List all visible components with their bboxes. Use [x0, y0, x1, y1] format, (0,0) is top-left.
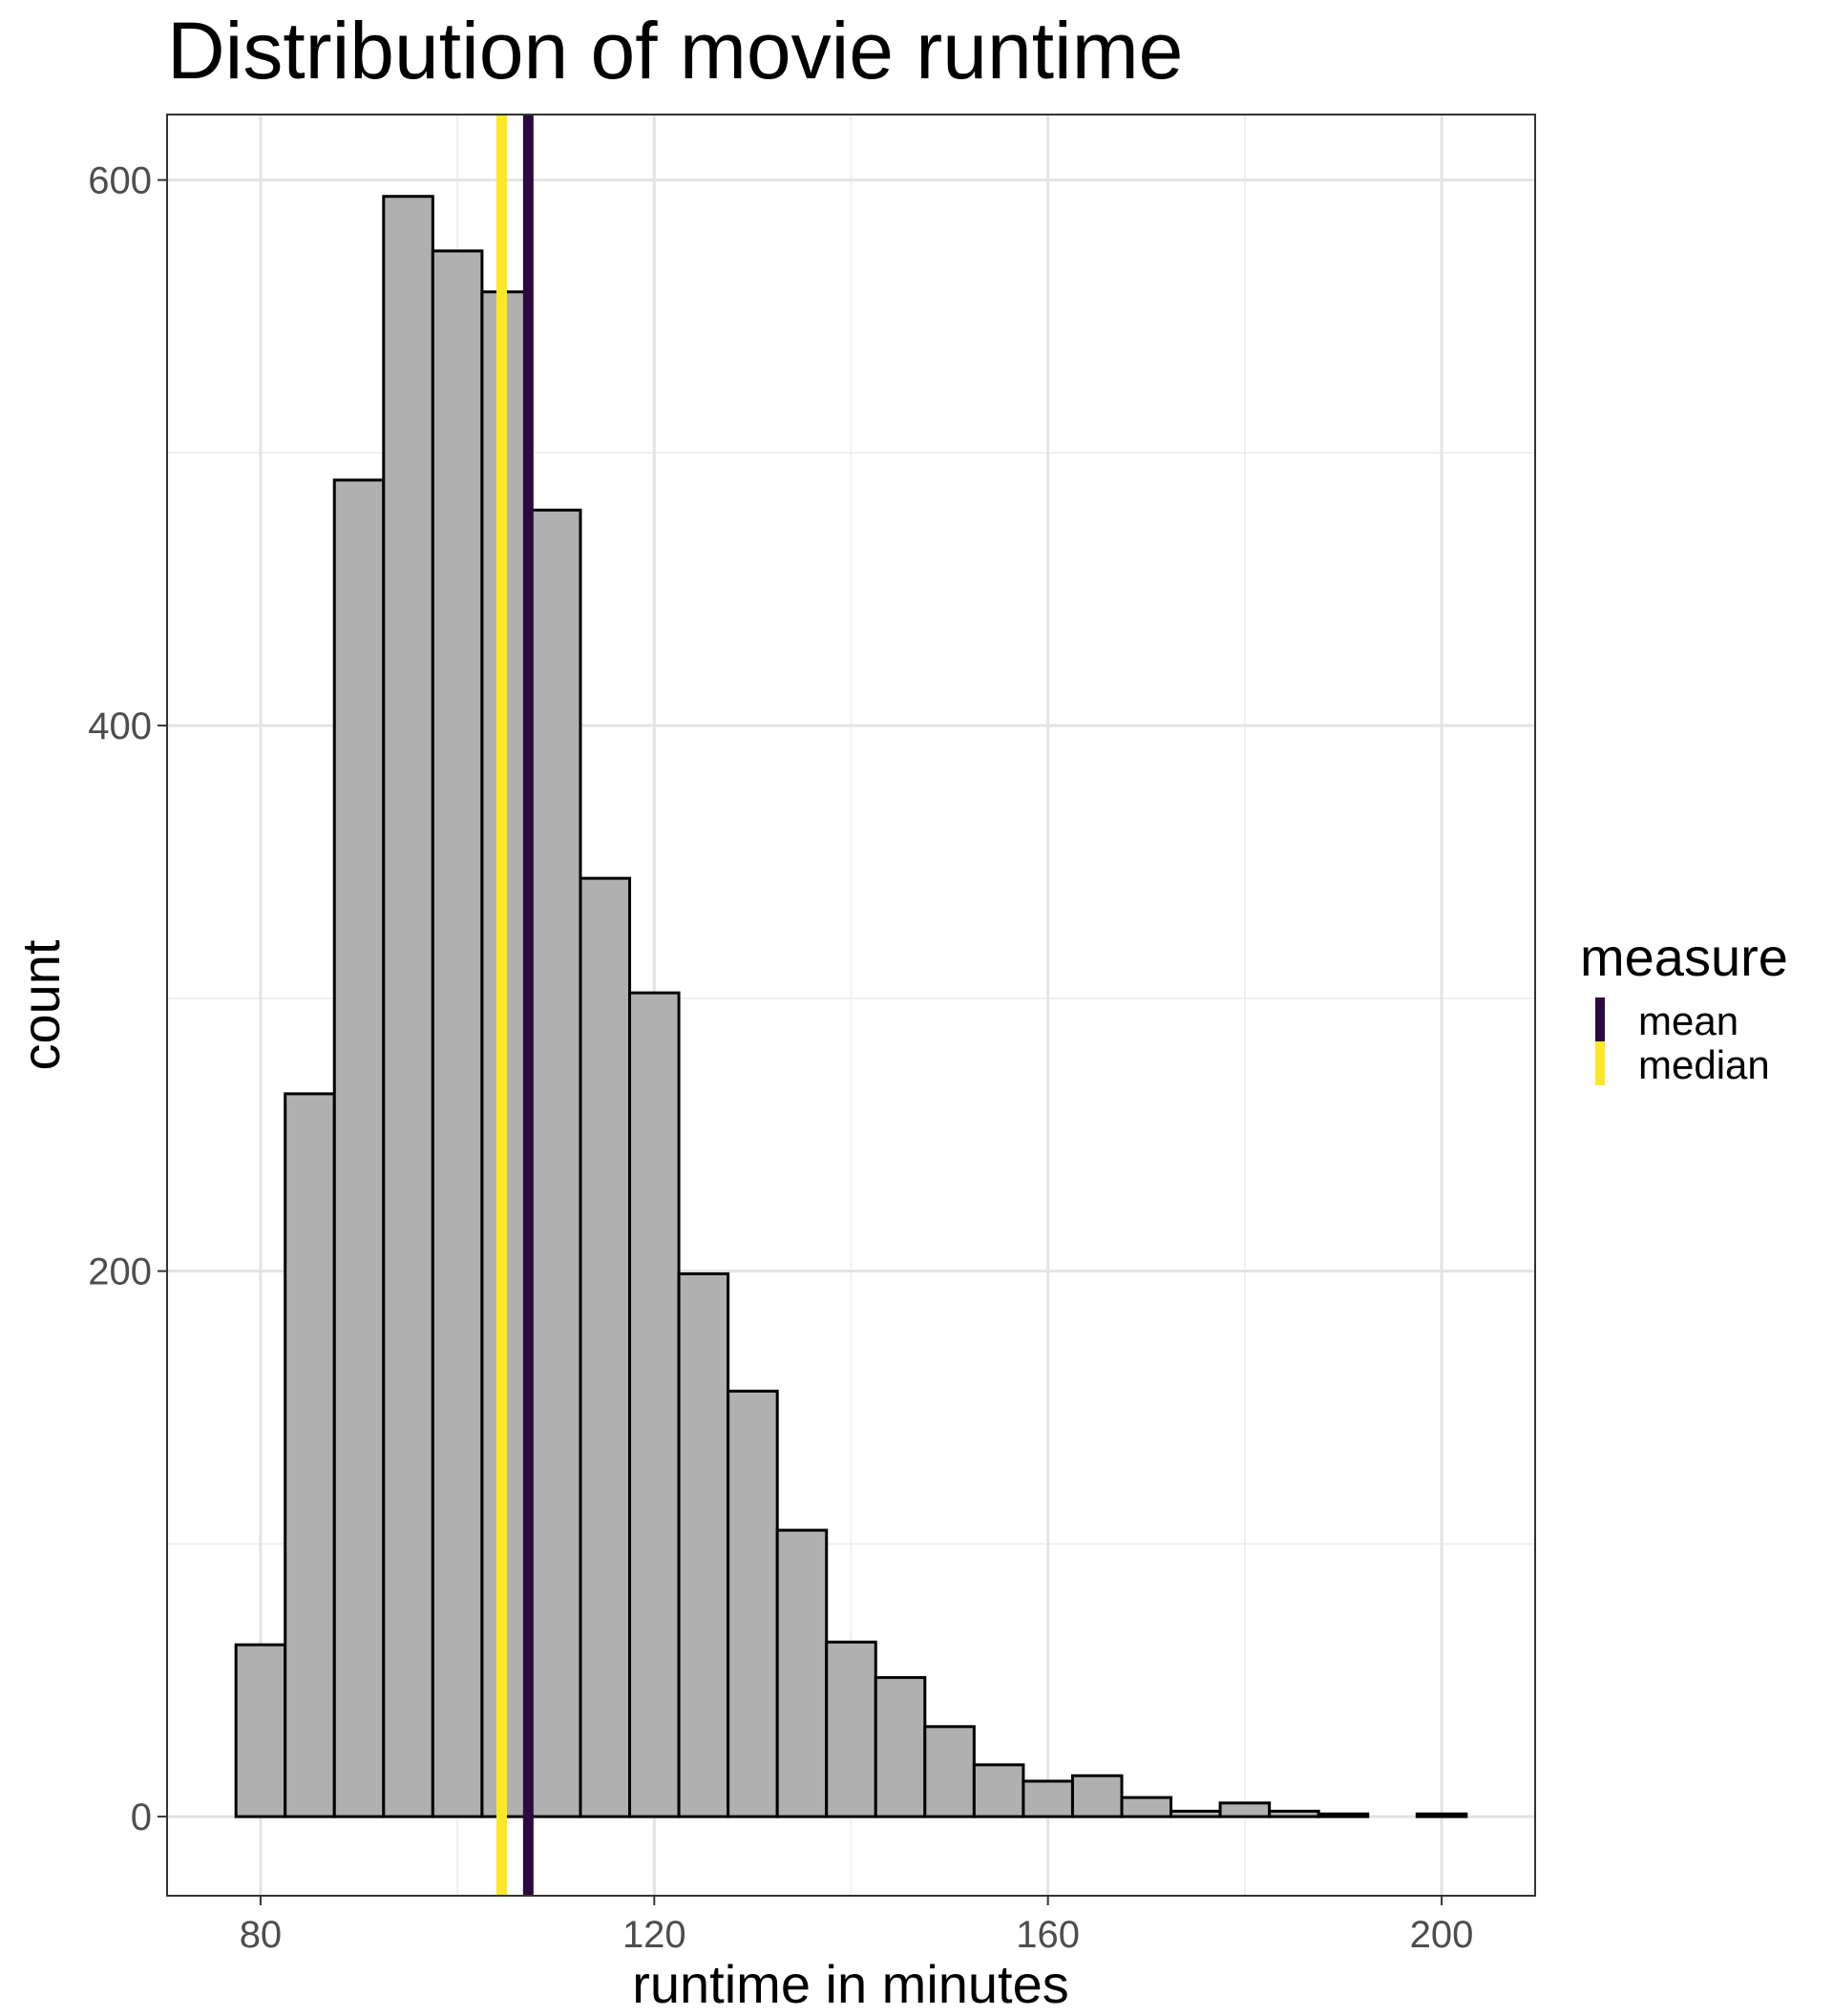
- histogram-bar: [727, 1389, 779, 1818]
- histogram-bar: [1415, 1812, 1468, 1818]
- chart-title: Distribution of movie runtime: [167, 6, 1183, 95]
- legend-key-mean: [1595, 998, 1605, 1041]
- histogram-bar: [1070, 1774, 1124, 1818]
- histogram-bar: [1218, 1801, 1272, 1818]
- x-tick-label: 200: [1410, 1914, 1474, 1956]
- histogram-bar: [677, 1271, 730, 1818]
- legend-label-median: median: [1638, 1042, 1770, 1087]
- histogram-bar: [1317, 1812, 1370, 1818]
- y-tick-label: 0: [131, 1796, 152, 1838]
- histogram-bar: [923, 1725, 976, 1818]
- histogram-bar: [382, 195, 434, 1818]
- x-axis-title: runtime in minutes: [632, 1954, 1069, 2014]
- x-axis: 80 120 160 200: [240, 1896, 1474, 1956]
- histogram-bar: [628, 991, 681, 1818]
- x-tick-label: 80: [240, 1914, 283, 1956]
- histogram-bar: [234, 1643, 287, 1818]
- y-axis: 0 200 400 600: [88, 160, 167, 1838]
- legend-key-median: [1595, 1041, 1605, 1085]
- y-tick-label: 400: [88, 705, 152, 747]
- histogram-bar: [1022, 1779, 1074, 1818]
- legend: measure mean median: [1580, 927, 1788, 1087]
- reference-lines: [496, 115, 534, 1896]
- x-tick-label: 120: [622, 1914, 686, 1956]
- histogram-bar: [775, 1528, 829, 1818]
- histogram-bar: [431, 249, 484, 1818]
- legend-title: measure: [1580, 927, 1788, 987]
- histogram-bar: [332, 478, 386, 1818]
- histogram-bar: [1120, 1796, 1173, 1818]
- histogram-bar: [1169, 1809, 1222, 1818]
- plot-panel-border: [166, 114, 1536, 1897]
- x-tick-label: 160: [1016, 1914, 1080, 1956]
- histogram-bar: [825, 1640, 877, 1818]
- histogram-bar: [529, 508, 582, 1818]
- legend-label-mean: mean: [1638, 998, 1738, 1043]
- histogram-bar: [284, 1092, 336, 1818]
- histogram-bar: [972, 1763, 1025, 1818]
- y-axis-title: count: [11, 939, 71, 1070]
- histogram-bar: [1268, 1809, 1320, 1818]
- y-tick-label: 200: [88, 1251, 152, 1293]
- histogram-bar: [874, 1675, 927, 1818]
- y-tick-label: 600: [88, 160, 152, 202]
- histogram-bar: [579, 876, 632, 1818]
